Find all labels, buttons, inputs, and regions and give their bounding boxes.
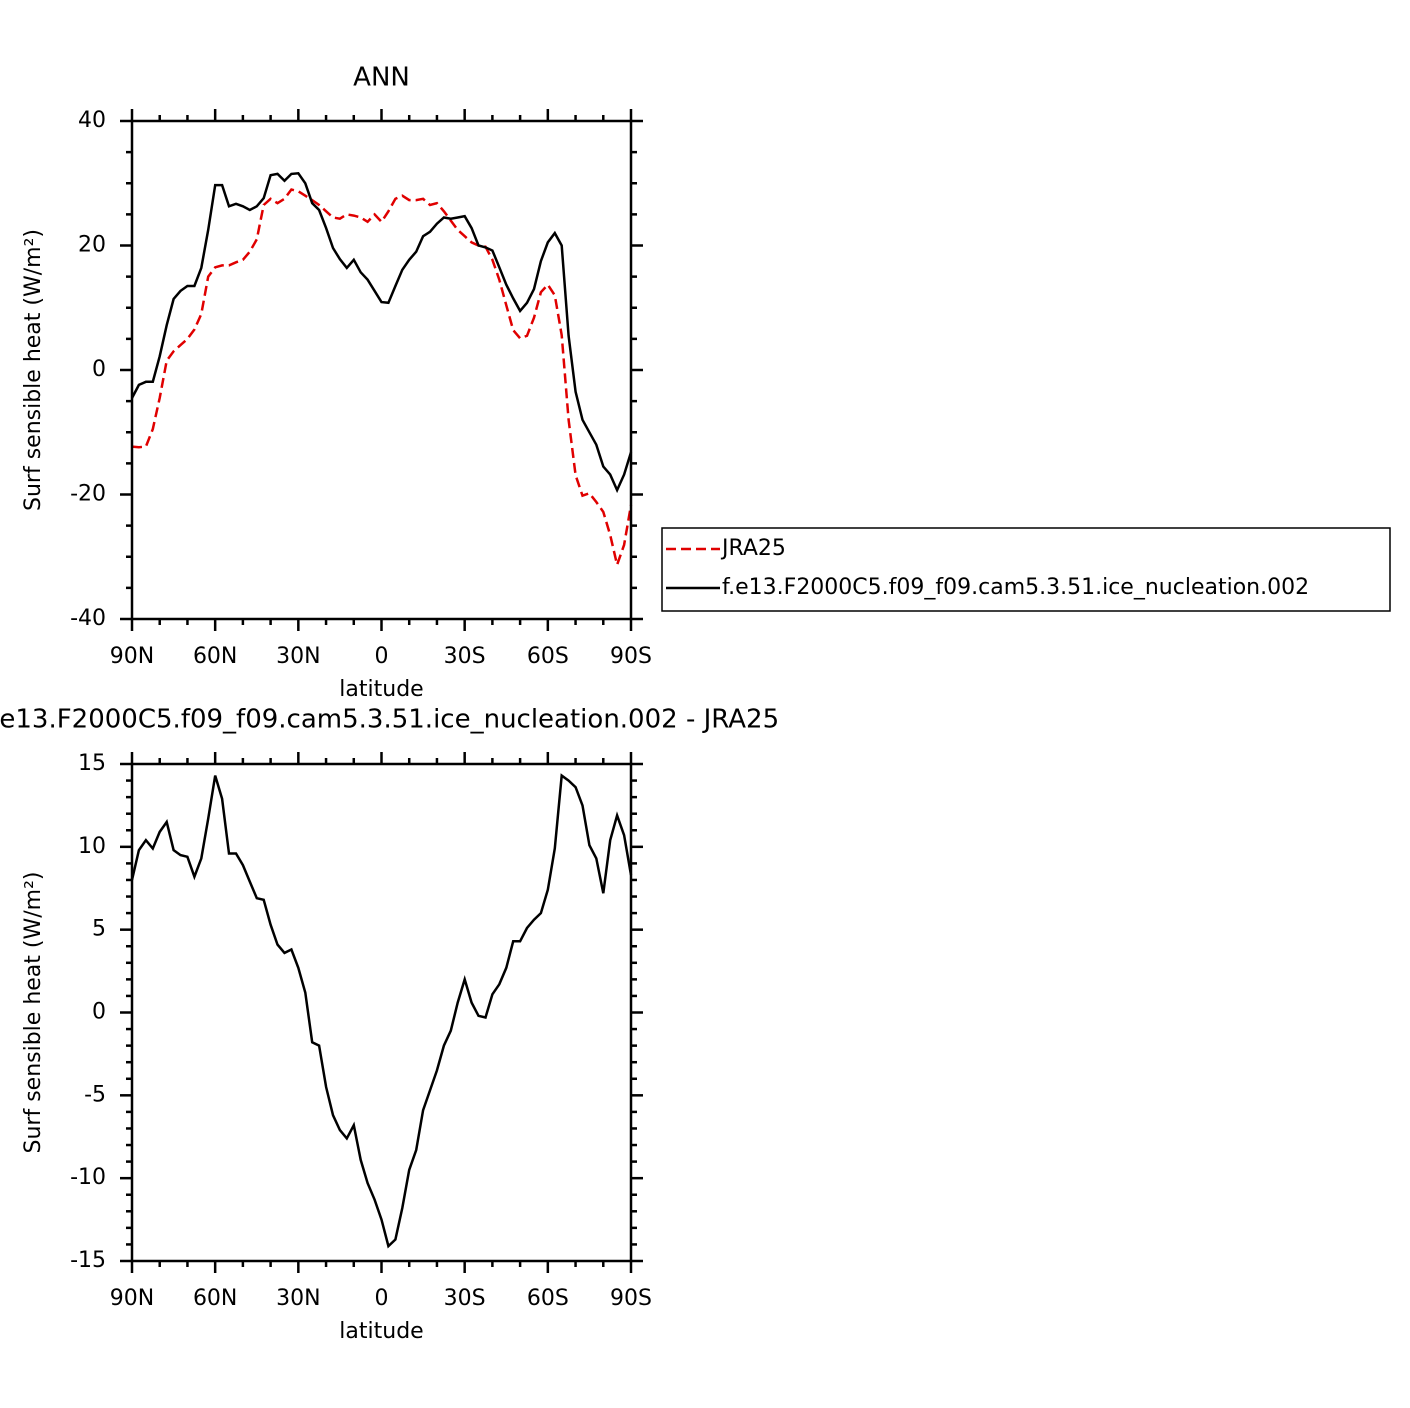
- x-tick-label: 30S: [444, 644, 486, 669]
- y-tick-label: -15: [70, 1248, 106, 1273]
- data-line: [130, 773, 633, 1249]
- y-tick-label: 0: [92, 1000, 106, 1025]
- x-tick-label: 60N: [193, 1286, 237, 1311]
- plot-frame: [130, 762, 633, 1263]
- data-line: [130, 171, 633, 494]
- x-tick-label: 90N: [110, 644, 154, 669]
- y-tick-label: -40: [70, 606, 106, 631]
- chart-title: f.e13.F2000C5.f09_f09.cam5.3.51.ice_nucl…: [0, 705, 779, 735]
- legend: JRA25 f.e13.F2000C5.f09_f09.cam5.3.51.ice…: [661, 527, 1391, 612]
- y-tick-label: -20: [70, 482, 106, 507]
- y-tick-label: 15: [78, 751, 106, 776]
- y-tick-label: 20: [78, 233, 106, 258]
- x-tick-label: 0: [375, 1286, 389, 1311]
- legend-label: f.e13.F2000C5.f09_f09.cam5.3.51.ice_nucl…: [722, 575, 1309, 600]
- legend-label: JRA25: [720, 536, 786, 561]
- y-tick-label: 10: [78, 834, 106, 859]
- plot-frame: [130, 119, 633, 621]
- y-tick-label: 40: [78, 108, 106, 133]
- plot-panel: f.e13.F2000C5.f09_f09.cam5.3.51.ice_nucl…: [0, 705, 779, 1345]
- legend-box: [661, 527, 1391, 612]
- x-axis-label: latitude: [339, 677, 423, 702]
- x-tick-label: 60S: [527, 1286, 569, 1311]
- x-tick-label: 0: [375, 644, 389, 669]
- x-tick-label: 30S: [444, 1286, 486, 1311]
- x-axis-label: latitude: [339, 1319, 423, 1344]
- x-tick-label: 90S: [610, 644, 652, 669]
- plot-panel: ANN latitude Surf sensible heat (W/m²) 40 20…: [21, 63, 652, 703]
- y-axis-label: Surf sensible heat (W/m²): [21, 872, 46, 1154]
- x-tick-label: 60S: [527, 644, 569, 669]
- data-line: [131, 188, 633, 570]
- x-tick-label: 90N: [110, 1286, 154, 1311]
- x-tick-label: 30N: [276, 644, 320, 669]
- x-tick-label: 90S: [610, 1286, 652, 1311]
- y-axis-label: Surf sensible heat (W/m²): [21, 229, 46, 511]
- y-tick-label: -5: [84, 1082, 106, 1107]
- y-tick-label: 5: [92, 917, 106, 942]
- x-tick-label: 60N: [193, 644, 237, 669]
- x-tick-label: 30N: [276, 1286, 320, 1311]
- y-tick-label: -10: [70, 1165, 106, 1190]
- y-tick-label: 0: [92, 357, 106, 382]
- chart-title: ANN: [353, 63, 410, 93]
